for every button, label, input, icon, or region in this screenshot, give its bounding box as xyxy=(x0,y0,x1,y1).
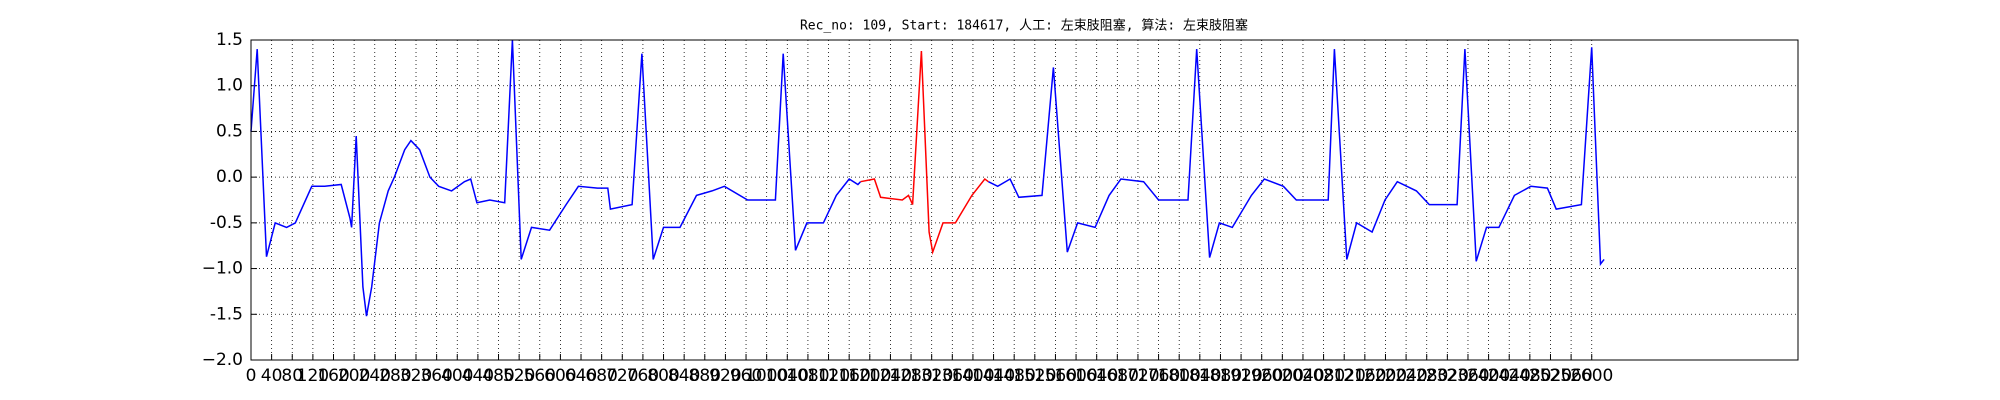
x-tick-label: 880 xyxy=(689,366,721,386)
x-tick-label: 1640 xyxy=(1075,366,1118,386)
x-tick-label: 1240 xyxy=(869,366,912,386)
x-tick-label: 920 xyxy=(709,366,741,386)
x-tick-label: 1720 xyxy=(1116,366,1159,386)
x-tick-label: 1520 xyxy=(1013,366,1056,386)
x-tick-label: 1200 xyxy=(848,366,891,386)
x-tick-label: 80 xyxy=(281,366,303,386)
x-tick-label: 2040 xyxy=(1281,366,1324,386)
y-tick-label: −1.0 xyxy=(202,259,243,279)
x-tick-label: 2160 xyxy=(1343,366,1386,386)
x-tick-label: 2120 xyxy=(1323,366,1366,386)
ecg-line xyxy=(860,50,989,256)
plot-frame xyxy=(250,39,1799,361)
x-tick-label: 1840 xyxy=(1178,366,1221,386)
x-tick-label: 2000 xyxy=(1261,366,1304,386)
y-tick-label: 0.5 xyxy=(216,121,243,141)
x-tick-label: 960 xyxy=(730,366,762,386)
x-tick-label: 2080 xyxy=(1302,366,1345,386)
x-tick-label: 2480 xyxy=(1508,366,1551,386)
x-tick-label: 160 xyxy=(317,366,349,386)
x-tick-label: 1040 xyxy=(766,366,809,386)
x-tick-label: 480 xyxy=(482,366,514,386)
x-tick-label: 2400 xyxy=(1467,366,1510,386)
chart-title: Rec_no: 109, Start: 184617, 人工: 左束肢阻塞, 算… xyxy=(800,18,1248,34)
x-tick-label: 2600 xyxy=(1570,366,1613,386)
y-tick-label: 0.0 xyxy=(216,167,243,187)
x-tick-label: 440 xyxy=(462,366,494,386)
x-tick-label: 1960 xyxy=(1240,366,1283,386)
x-tick-label: 840 xyxy=(668,366,700,386)
x-tick-label: 1800 xyxy=(1158,366,1201,386)
x-tick-label: 2440 xyxy=(1488,366,1531,386)
x-tick-label: 1680 xyxy=(1096,366,1139,386)
x-tick-label: 2560 xyxy=(1549,366,1592,386)
x-tick-label: 1600 xyxy=(1054,366,1097,386)
y-tick-label: −2.0 xyxy=(202,350,243,370)
x-tick-label: 680 xyxy=(585,366,617,386)
x-tick-label: 400 xyxy=(441,366,473,386)
x-tick-label: 320 xyxy=(400,366,432,386)
x-tick-label: 640 xyxy=(565,366,597,386)
x-tick-label: 120 xyxy=(297,366,329,386)
x-tick-label: 2320 xyxy=(1426,366,1469,386)
x-tick-label: 1440 xyxy=(972,366,1015,386)
ecg-line xyxy=(250,39,1605,317)
x-tick-label: 1320 xyxy=(910,366,953,386)
y-tick-label: 1.0 xyxy=(216,76,243,96)
x-tick-label: 200 xyxy=(338,366,370,386)
x-tick-label: 1560 xyxy=(1034,366,1077,386)
x-tick-label: 360 xyxy=(420,366,452,386)
x-tick-label: 2360 xyxy=(1446,366,1489,386)
y-tick-label: -0.5 xyxy=(210,213,243,233)
x-tick-label: 760 xyxy=(627,366,659,386)
x-tick-label: 40 xyxy=(261,366,283,386)
x-tick-label: 240 xyxy=(359,366,391,386)
x-tick-label: 1080 xyxy=(786,366,829,386)
x-tick-label: 1160 xyxy=(828,366,871,386)
y-tick-label: 1.5 xyxy=(216,30,243,50)
y-tick-label: -1.5 xyxy=(210,304,243,324)
x-tick-label: 1000 xyxy=(745,366,788,386)
x-tick-label: 1880 xyxy=(1199,366,1242,386)
x-tick-label: 2240 xyxy=(1384,366,1427,386)
x-tick-label: 560 xyxy=(524,366,556,386)
x-tick-label: 1360 xyxy=(931,366,974,386)
x-tick-label: 800 xyxy=(647,366,679,386)
x-tick-label: 2520 xyxy=(1529,366,1572,386)
x-tick-label: 1120 xyxy=(807,366,850,386)
x-tick-label: 1920 xyxy=(1219,366,1262,386)
x-tick-label: 520 xyxy=(503,366,535,386)
x-tick-label: 1280 xyxy=(889,366,932,386)
x-tick-label: 600 xyxy=(544,366,576,386)
x-tick-label: 1760 xyxy=(1137,366,1180,386)
x-tick-label: 2200 xyxy=(1364,366,1407,386)
x-tick-label: 280 xyxy=(379,366,411,386)
x-tick-label: 1480 xyxy=(993,366,1036,386)
x-tick-label: 1400 xyxy=(951,366,994,386)
x-tick-label: 2280 xyxy=(1405,366,1448,386)
x-tick-label: 0 xyxy=(246,366,257,386)
x-tick-label: 720 xyxy=(606,366,638,386)
